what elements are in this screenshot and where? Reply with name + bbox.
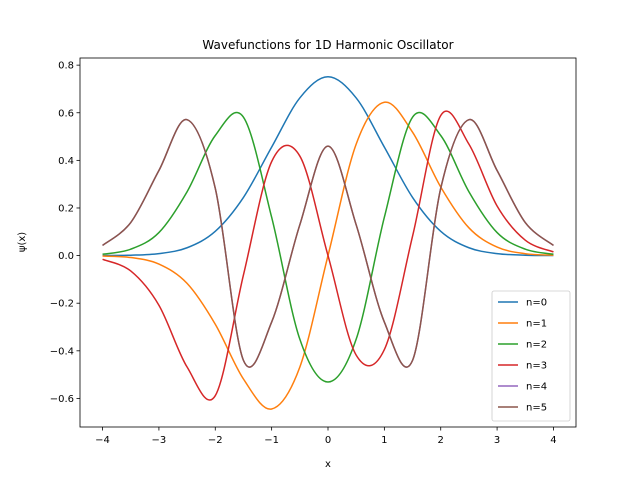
legend-label: n=4 (526, 382, 547, 393)
x-tick-label: 4 (550, 435, 556, 446)
x-axis-label: x (325, 459, 331, 470)
y-tick-label: −0.4 (50, 346, 74, 357)
legend-label: n=0 (526, 298, 547, 309)
chart-title: Wavefunctions for 1D Harmonic Oscillator (202, 38, 453, 52)
y-tick-label: −0.6 (50, 394, 74, 405)
y-tick-label: −0.2 (50, 299, 74, 310)
series-line-n-5 (102, 118, 554, 368)
x-tick-label: 3 (494, 435, 500, 446)
x-tick-label: −4 (95, 435, 110, 446)
legend-box (491, 290, 571, 422)
y-tick-label: 0.4 (58, 156, 74, 167)
legend-label: n=1 (526, 319, 547, 330)
legend-label: n=3 (526, 361, 547, 372)
x-tick-label: 2 (438, 435, 444, 446)
legend: n=0 n=1 n=2 n=3 n=4 n=5 (491, 290, 571, 422)
plot-area (102, 76, 554, 410)
legend-label: n=2 (526, 340, 547, 351)
y-tick-label: 0.0 (58, 251, 74, 262)
x-tick-label: −1 (264, 435, 279, 446)
y-axis: −0.6 −0.4 −0.2 0.0 0.2 0.4 0.6 0.8 (50, 61, 80, 405)
x-tick-label: −3 (152, 435, 167, 446)
series-line-n-0 (102, 76, 554, 257)
x-tick-label: 0 (325, 435, 331, 446)
y-axis-label: ψ(x) (17, 232, 28, 252)
x-tick-label: −2 (208, 435, 223, 446)
legend-label: n=5 (526, 403, 547, 414)
series-line-n-3 (102, 110, 554, 401)
y-tick-label: 0.8 (58, 61, 74, 72)
series-line-n-2 (102, 111, 554, 383)
y-tick-label: 0.6 (58, 108, 74, 119)
y-tick-label: 0.2 (58, 203, 74, 214)
x-tick-label: 1 (381, 435, 387, 446)
x-axis: −4 −3 −2 −1 0 1 2 3 4 (95, 427, 557, 446)
